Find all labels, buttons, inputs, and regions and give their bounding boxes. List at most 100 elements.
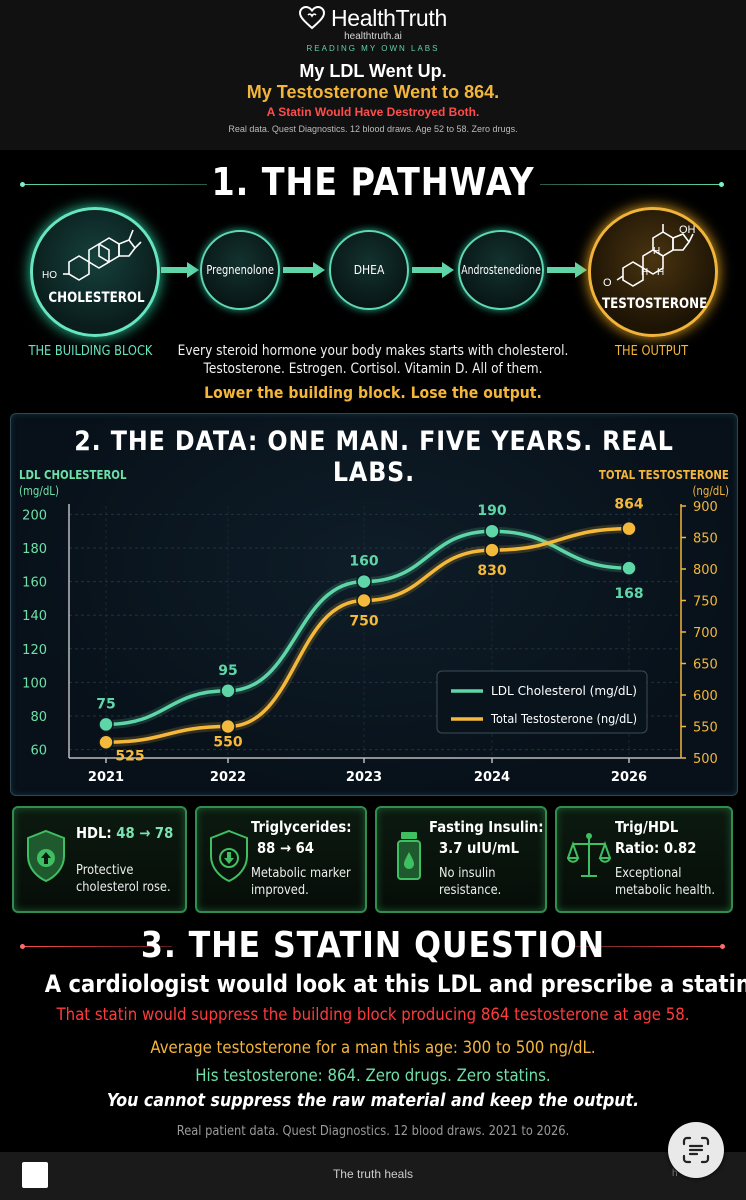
- scales-icon: [567, 833, 611, 877]
- right-tick-label: 850: [693, 532, 718, 547]
- data-point: [484, 542, 500, 558]
- left-tick-label: 180: [22, 542, 47, 557]
- footer-small-text: h: [672, 1168, 678, 1179]
- data-label: 168: [614, 586, 643, 602]
- arrow-icon: [412, 262, 454, 278]
- left-tick-label: 160: [22, 576, 47, 591]
- left-axis-title: LDL CHOLESTEROL: [19, 468, 127, 482]
- legend-box: [436, 670, 648, 734]
- card-insulin: Fasting Insulin: 3.7 uIU/mL No insulin r…: [375, 806, 547, 913]
- card-insulin-value: 3.7 uIU/mL: [439, 839, 519, 857]
- testosterone-node: OH O H H H TESTOSTERONE: [588, 207, 718, 337]
- data-point: [621, 520, 637, 537]
- chart-panel: 2. THE DATA: ONE MAN. FIVE YEARS. REAL L…: [10, 413, 738, 796]
- data-label: 160: [349, 554, 378, 570]
- cholesterol-molecule-icon: [63, 229, 142, 281]
- pregnenolone-node: Pregnenolone: [200, 230, 280, 310]
- left-tick-label: 120: [22, 643, 47, 658]
- data-point: [356, 592, 372, 609]
- right-tick-label: 900: [693, 500, 718, 515]
- molecule-label-h2: H: [641, 267, 649, 278]
- androstenedione-node: Androstenedione: [458, 230, 544, 310]
- card-hdl-accent: 48 → 78: [116, 824, 174, 842]
- data-label: 864: [614, 497, 643, 513]
- building-block-caption: THE BUILDING BLOCK: [28, 344, 153, 359]
- footer-bar: The truth heals h: [0, 1152, 746, 1200]
- divider-left: [20, 182, 207, 187]
- left-tick-label: 140: [22, 609, 47, 624]
- statin-line-2: That statin would suppress the building …: [56, 1005, 690, 1025]
- arrow-icon: [283, 262, 325, 278]
- output-caption: THE OUTPUT: [614, 344, 689, 359]
- data-point: [98, 716, 114, 733]
- card-hdl-sub2: cholesterol rose.: [76, 880, 171, 895]
- data-label: 190: [477, 503, 506, 519]
- left-tick-label: 80: [30, 710, 47, 725]
- molecule-label-oh: OH: [679, 224, 696, 236]
- heart-logo-icon: [298, 6, 325, 30]
- brand-url[interactable]: healthtruth.ai: [344, 31, 402, 42]
- card-trig-hdl: Trig/HDL Ratio: 0.82 Exceptional metabol…: [555, 806, 733, 913]
- statin-line-1: A cardiologist would look at this LDL an…: [44, 970, 746, 998]
- headline-testosterone: My Testosterone Went to 864.: [246, 82, 500, 102]
- card-trig-hdl-sub1: Exceptional: [615, 866, 682, 881]
- card-insulin-sub1: No insulin: [439, 866, 496, 881]
- card-hdl: HDL: 48 → 78 Protective cholesterol rose…: [12, 806, 187, 913]
- scan-text-icon: [682, 1136, 710, 1164]
- statin-footnote: Real patient data. Quest Diagnostics. 12…: [176, 1124, 570, 1139]
- card-triglycerides-title: Triglycerides:: [251, 818, 352, 836]
- left-axis-unit: (mg/dL): [19, 484, 59, 498]
- data-label: 75: [96, 696, 115, 712]
- card-hdl-sub1: Protective: [76, 863, 134, 878]
- right-tick-label: 700: [693, 626, 718, 641]
- brand-name: HealthTruth: [330, 4, 447, 31]
- right-tick-label: 600: [693, 689, 718, 704]
- shield-up-icon: [27, 829, 65, 883]
- card-insulin-sub2: resistance.: [439, 883, 502, 898]
- pregnenolone-label: Pregnenolone: [206, 263, 274, 277]
- molecule-label-h3: H: [657, 267, 665, 278]
- statin-line-4: His testosterone: 864. Zero drugs. Zero …: [195, 1066, 551, 1086]
- testosterone-molecule-icon: [616, 224, 694, 287]
- card-trig-hdl-title: Trig/HDL: [615, 818, 679, 836]
- x-tick-label: 2023: [346, 770, 382, 785]
- data-point: [98, 734, 114, 750]
- data-point: [220, 683, 236, 699]
- brand[interactable]: HealthTruth: [0, 4, 746, 32]
- card-insulin-title: Fasting Insulin:: [429, 818, 544, 836]
- left-tick-label: 100: [22, 676, 47, 691]
- ldl-testosterone-chart: 60 80 100 120 140 160 180 200 500 550 600 650 700 750…: [22, 497, 718, 785]
- data-label: 525: [115, 748, 144, 764]
- data-label: 750: [349, 614, 378, 630]
- headline-ldl: My LDL Went Up.: [299, 61, 447, 81]
- card-triglycerides-sub1: Metabolic marker: [251, 866, 351, 881]
- card-triglycerides: Triglycerides: 88 → 64 Metabolic marker …: [195, 806, 367, 913]
- header-banner: HealthTruth healthtruth.ai READING MY OW…: [0, 0, 746, 150]
- androstenedione-label: Androstenedione: [461, 263, 541, 277]
- data-label: 550: [213, 735, 242, 751]
- section-title-data: 2. THE DATA: ONE MAN. FIVE YEARS. REAL L…: [74, 426, 674, 488]
- arrow-icon: [547, 262, 587, 278]
- data-label: 830: [477, 563, 506, 579]
- right-tick-label: 550: [693, 721, 718, 736]
- card-trig-hdl-sub2: metabolic health.: [615, 883, 716, 898]
- arrow-icon: [161, 262, 199, 278]
- section-title-statin: 3. THE STATIN QUESTION: [140, 925, 606, 966]
- footer-text: The truth heals: [332, 1167, 414, 1181]
- scan-text-button[interactable]: [668, 1122, 724, 1178]
- divider-right: [540, 182, 724, 187]
- card-hdl-title: HDL: 48 → 78: [76, 824, 174, 842]
- pathway-highlight: Lower the building block. Lose the outpu…: [204, 383, 542, 402]
- section-title-pathway: 1. THE PATHWAY: [211, 160, 535, 204]
- left-tick-label: 200: [22, 508, 47, 523]
- molecule-label-o: O: [603, 277, 612, 289]
- x-tick-label: 2022: [210, 770, 246, 785]
- divider-left: [20, 944, 172, 949]
- data-label: 95: [218, 663, 237, 679]
- right-tick-label: 500: [693, 752, 718, 767]
- cholesterol-label: CHOLESTEROL: [48, 290, 145, 306]
- testosterone-label: TESTOSTERONE: [602, 296, 708, 312]
- footer-square-icon[interactable]: [22, 1162, 48, 1188]
- legend-label: Total Testosterone (ng/dL): [490, 712, 637, 726]
- cholesterol-node: HO CHOLESTEROL: [30, 207, 160, 337]
